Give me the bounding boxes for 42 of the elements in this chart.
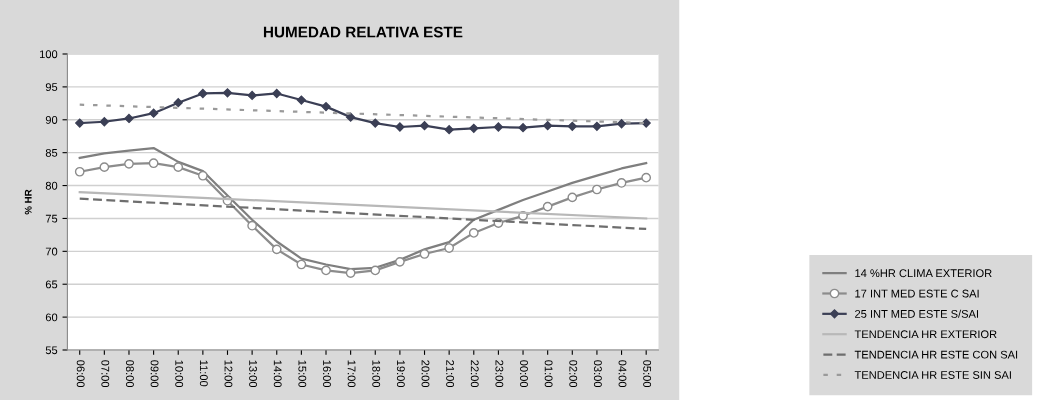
legend-label: TENDENCIA HR EXTERIOR	[854, 330, 997, 339]
x-tick-label: 08:00	[125, 360, 134, 388]
x-tick-label: 03:00	[593, 360, 602, 388]
x-tick-label: 20:00	[421, 360, 430, 388]
x-tick-label: 23:00	[495, 360, 504, 388]
x-tick-label: 01:00	[544, 360, 553, 388]
x-tick-label: 19:00	[396, 360, 405, 388]
x-tick-label: 06:00	[76, 360, 85, 388]
y-tick-label: 80	[45, 181, 58, 190]
x-tick-label: 15:00	[298, 360, 307, 388]
y-tick-label: 75	[45, 214, 58, 223]
legend-label: 17 INT MED ESTE C SAI	[855, 289, 979, 298]
x-tick-label: 14:00	[273, 360, 282, 388]
x-tick-label: 09:00	[150, 360, 159, 388]
x-tick-label: 17:00	[347, 360, 356, 388]
x-tick-label: 10:00	[175, 360, 184, 388]
y-tick-label: 65	[45, 280, 58, 289]
legend-label: 25 INT MED ESTE S/SAI	[855, 309, 978, 318]
x-tick-label: 07:00	[101, 360, 110, 388]
x-tick-label: 04:00	[618, 360, 627, 388]
x-tick-label: 11:00	[199, 360, 208, 387]
x-tick-label: 02:00	[569, 360, 578, 388]
x-tick-label: 05:00	[643, 360, 652, 388]
x-tick-label: 16:00	[323, 360, 331, 388]
x-tick-label: 00:00	[520, 360, 528, 388]
y-axis-title: % HR	[24, 189, 32, 215]
x-tick-label: 13:00	[249, 360, 258, 388]
legend-label: 14 %HR CLIMA EXTERIOR	[855, 269, 992, 278]
y-tick-label: 95	[45, 83, 58, 92]
x-tick-label: 18:00	[372, 360, 381, 388]
y-tick-label: 60	[45, 313, 58, 322]
y-tick-label: 85	[45, 148, 58, 157]
y-tick-label: 100	[39, 50, 58, 59]
x-tick-label: 21:00	[446, 360, 455, 388]
chart-title: HUMEDAD RELATIVA ESTE	[263, 26, 463, 38]
x-tick-label: 12:00	[224, 360, 233, 388]
y-tick-label: 70	[45, 247, 58, 256]
x-tick-label: 22:00	[470, 360, 479, 388]
y-tick-label: 90	[45, 116, 58, 124]
y-tick-label: 55	[45, 346, 58, 355]
legend-label: TENDENCIA HR ESTE CON SAI	[854, 350, 1018, 359]
legend-label: TENDENCIA HR ESTE SIN SAI	[854, 371, 1011, 379]
